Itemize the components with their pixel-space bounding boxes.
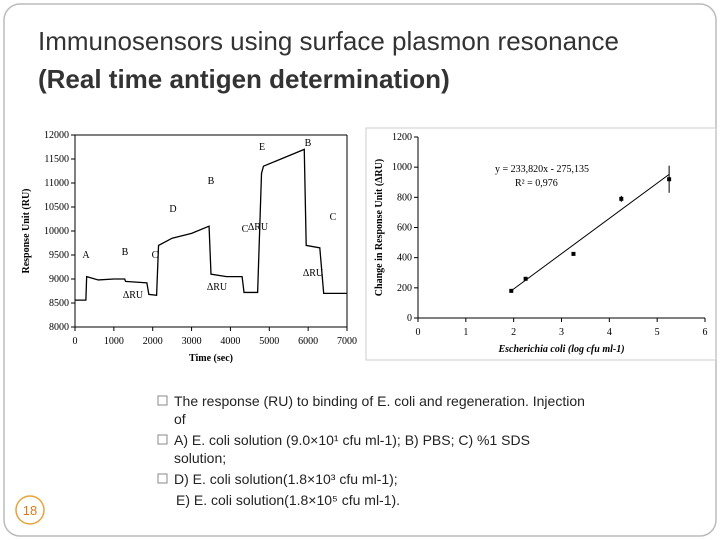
annotation: B	[122, 247, 129, 258]
annotation: E	[259, 142, 265, 153]
bullet-text: A) E. coli solution (9.0×10¹ cfu ml-1); …	[174, 432, 530, 448]
bullet-box	[157, 395, 168, 406]
x-tick-label: 7000	[337, 336, 357, 347]
annotation: ΔRU	[207, 282, 228, 293]
point	[619, 196, 624, 201]
annotation: A	[82, 250, 90, 261]
y-tick-label: 8000	[49, 322, 69, 333]
bullet-text: solution;	[174, 450, 226, 466]
annotation: B	[305, 138, 312, 149]
x-tick-label: 4000	[220, 336, 240, 347]
sensorgram-line	[75, 148, 347, 301]
bullet-text: D) E. coli solution(1.8×10³ cfu ml-1);	[174, 471, 398, 487]
x-tick-label: 2	[511, 327, 516, 338]
x-tick-label: 1000	[104, 336, 124, 347]
fit-line	[510, 173, 670, 292]
x-tick-label: 5000	[259, 336, 279, 347]
x-tick-label: 3000	[182, 336, 202, 347]
y-axis-label: Response Unit (RU)	[21, 189, 32, 274]
point	[523, 276, 528, 281]
x-tick-label: 5	[655, 327, 660, 338]
annotation: C	[152, 250, 159, 261]
y-tick-label: 1000	[392, 162, 412, 173]
x-tick-label: 4	[607, 327, 612, 338]
annotation: R² = 0,976	[515, 178, 558, 189]
annotation: B	[208, 176, 215, 187]
annotation: C	[242, 224, 249, 235]
y-axis-label: Change in Response Unit (ΔRU)	[374, 159, 385, 296]
bullet-box	[157, 434, 168, 445]
title-line: Immunosensors using surface plasmon reso…	[38, 26, 619, 56]
x-tick-label: 2000	[143, 336, 163, 347]
bullet-box	[157, 473, 168, 484]
bullet-text: E) E. coli solution(1.8×10⁵ cfu ml-1).	[176, 492, 400, 508]
y-tick-label: 9000	[49, 274, 69, 285]
point	[509, 288, 514, 293]
y-tick-label: 12000	[44, 130, 69, 141]
y-tick-label: 0	[407, 313, 412, 324]
annotation: D	[169, 204, 176, 215]
y-tick-label: 800	[397, 192, 412, 203]
bullet-text: of	[174, 411, 186, 427]
x-tick-label: 1	[463, 327, 468, 338]
y-tick-label: 10500	[44, 202, 69, 213]
x-tick-label: 0	[416, 327, 421, 338]
x-tick-label: 3	[559, 327, 564, 338]
annotation: ΔRU	[123, 290, 144, 301]
point	[667, 177, 672, 182]
bullet-text: The response (RU) to binding of E. coli …	[174, 393, 585, 409]
annotation: ΔRU	[248, 222, 269, 233]
y-tick-label: 9500	[49, 250, 69, 261]
y-tick-label: 600	[397, 223, 412, 234]
x-tick-label: 6000	[298, 336, 318, 347]
x-axis-label: Time (sec)	[189, 353, 233, 364]
chart-frame	[365, 127, 717, 361]
y-tick-label: 11000	[44, 178, 69, 189]
y-tick-label: 10000	[44, 226, 69, 237]
page-number: 18	[23, 503, 37, 518]
annotation: ΔRU	[303, 268, 324, 279]
x-tick-label: 0	[73, 336, 78, 347]
title-bold: (Real time antigen determination)	[38, 64, 450, 94]
y-tick-label: 11500	[44, 154, 69, 165]
y-tick-label: 8500	[49, 298, 69, 309]
y-tick-label: 200	[397, 283, 412, 294]
point	[571, 251, 576, 256]
x-axis-label: Escherichia coli (log cfu ml-1)	[497, 344, 624, 355]
y-tick-label: 1200	[392, 132, 412, 143]
annotation: C	[330, 212, 337, 223]
annotation: y = 233,820x - 275,135	[495, 164, 589, 175]
x-tick-label: 6	[703, 327, 708, 338]
y-tick-label: 400	[397, 253, 412, 264]
page-badge	[15, 495, 45, 525]
